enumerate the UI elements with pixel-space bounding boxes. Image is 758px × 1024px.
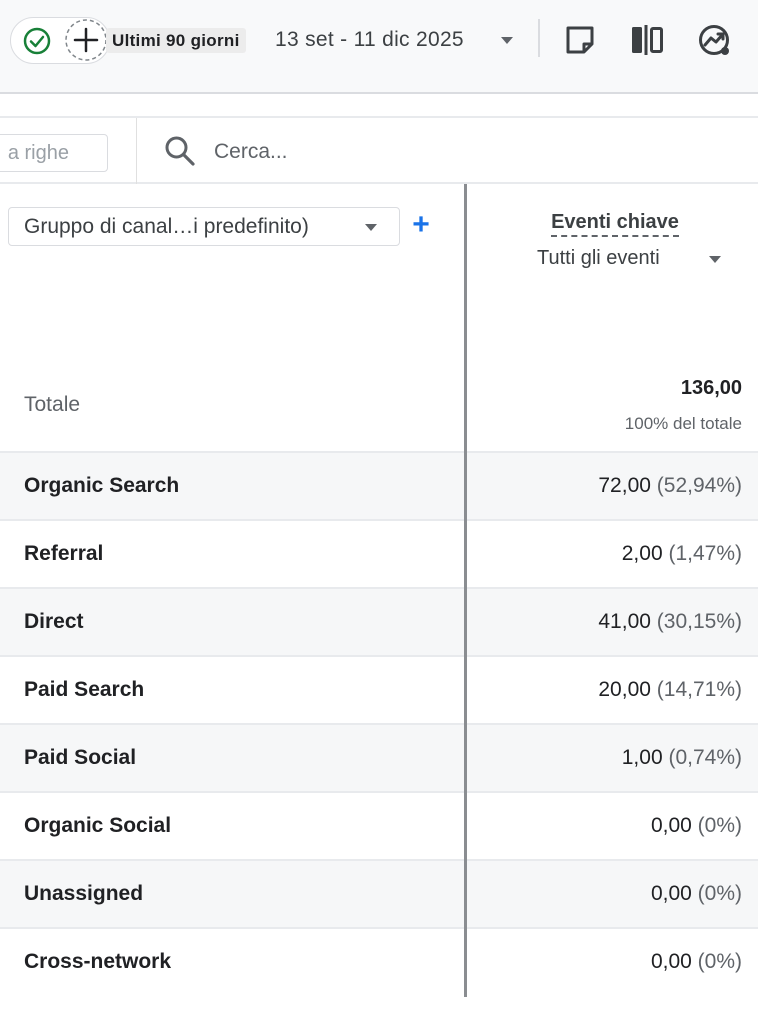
- table-row[interactable]: Organic Social 0,00 (0%): [0, 791, 758, 859]
- channel-name: Referral: [24, 542, 104, 565]
- metric-value: 0,00: [650, 814, 692, 837]
- metric-value: 20,00: [598, 678, 651, 701]
- date-range-chip[interactable]: Ultimi 90 giorni: [106, 28, 246, 53]
- add-dimension-button[interactable]: +: [412, 208, 430, 241]
- metric-cell: 41,00 (30,15%): [598, 609, 742, 635]
- table-body: Organic Search 72,00 (52,94%) Referral 2…: [0, 451, 758, 995]
- metric-value: 0,00: [650, 950, 692, 973]
- metric-title: Eventi chiave: [551, 211, 679, 237]
- total-percentage: 100% del totale: [624, 414, 742, 433]
- table-row[interactable]: Cross-network 0,00 (0%): [0, 927, 758, 995]
- channel-name: Paid Search: [24, 678, 145, 701]
- metric-cell: 1,00 (0,74%): [622, 745, 742, 771]
- metric-percentage: (52,94%): [656, 474, 742, 497]
- search-divider: [136, 118, 137, 184]
- total-value: 136,00: [680, 377, 742, 399]
- table-row[interactable]: Unassigned 0,00 (0%): [0, 859, 758, 927]
- channel-name: Organic Social: [24, 814, 172, 837]
- metric-percentage: (14,71%): [656, 678, 742, 701]
- channel-name: Unassigned: [24, 882, 144, 905]
- search-icon[interactable]: [163, 134, 197, 168]
- chevron-down-icon[interactable]: [707, 253, 723, 265]
- metric-percentage: (0%): [697, 950, 742, 973]
- metric-value: 0,00: [650, 882, 692, 905]
- check-circle-icon[interactable]: [22, 26, 52, 56]
- metric-percentage: (0%): [697, 814, 742, 837]
- metric-percentage: (0,74%): [668, 746, 742, 769]
- caret-down-icon[interactable]: [498, 33, 516, 47]
- metric-percentage: (0%): [697, 882, 742, 905]
- table-row[interactable]: Referral 2,00 (1,47%): [0, 519, 758, 587]
- metric-value: 41,00: [598, 610, 651, 633]
- note-icon[interactable]: [562, 22, 598, 58]
- table-row[interactable]: Organic Search 72,00 (52,94%): [0, 451, 758, 519]
- metric-percentage: (1,47%): [668, 542, 742, 565]
- channel-name: Organic Search: [24, 474, 180, 497]
- metric-cell: 0,00 (0%): [651, 813, 742, 839]
- channel-name: Cross-network: [24, 950, 172, 973]
- metric-header[interactable]: Eventi chiave: [480, 210, 750, 237]
- metric-cell: 2,00 (1,47%): [622, 541, 742, 567]
- chevron-down-icon: [365, 224, 377, 231]
- insights-icon[interactable]: [696, 22, 732, 58]
- metric-cell: 20,00 (14,71%): [598, 677, 742, 703]
- dimension-selector[interactable]: Gruppo di canal…i predefinito): [8, 207, 400, 246]
- table-row[interactable]: Direct 41,00 (30,15%): [0, 587, 758, 655]
- table-search-bar: a righe: [0, 116, 758, 184]
- add-comparison-icon[interactable]: [64, 18, 108, 62]
- date-range-text[interactable]: 13 set - 11 dic 2025: [275, 28, 464, 51]
- table-row[interactable]: Paid Social 1,00 (0,74%): [0, 723, 758, 791]
- metric-value: 1,00: [621, 746, 663, 769]
- toolbar-divider: [538, 19, 540, 57]
- metric-value: 72,00: [598, 474, 651, 497]
- compare-icon[interactable]: [629, 22, 665, 58]
- total-label: Totale: [24, 393, 81, 416]
- dimension-label: Gruppo di canal…i predefinito): [24, 215, 309, 238]
- metric-cell: 72,00 (52,94%): [598, 473, 742, 499]
- metric-cell: 0,00 (0%): [651, 881, 742, 907]
- column-separator[interactable]: [464, 184, 467, 997]
- search-input[interactable]: [214, 138, 734, 166]
- rows-per-page-field[interactable]: a righe: [0, 134, 108, 172]
- event-filter-dropdown[interactable]: Tutti gli eventi: [537, 247, 660, 269]
- metric-percentage: (30,15%): [656, 610, 742, 633]
- metric-value: 2,00: [621, 542, 663, 565]
- metric-cell: 0,00 (0%): [651, 949, 742, 975]
- table-row[interactable]: Paid Search 20,00 (14,71%): [0, 655, 758, 723]
- channel-name: Paid Social: [24, 746, 137, 769]
- report-toolbar: Ultimi 90 giorni 13 set - 11 dic 2025: [0, 0, 758, 94]
- channel-name: Direct: [24, 610, 84, 633]
